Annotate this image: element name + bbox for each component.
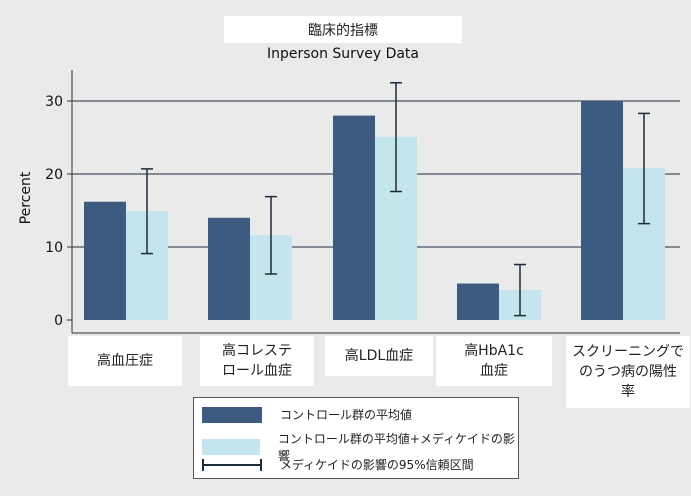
legend-item: メディケイドの影響の95%信頼区間 (202, 456, 474, 473)
legend-item: コントロール群の平均値 (202, 406, 412, 423)
bar-control (581, 101, 623, 320)
y-tick-label: 30 (45, 94, 63, 110)
category-label: 高LDL血症 (325, 336, 433, 376)
legend-label: コントロール群の平均値+メディケイドの影響 (277, 432, 515, 463)
legend-item: コントロール群の平均値+メディケイドの影響 (202, 430, 518, 464)
category-label: 高HbA1c 血症 (436, 336, 552, 386)
legend-label: メディケイドの影響の95%信頼区間 (280, 458, 474, 472)
y-tick-label: 10 (45, 240, 63, 256)
legend-label: コントロール群の平均値 (280, 408, 413, 422)
bar-control (457, 283, 499, 320)
legend-swatch-medicaid (202, 439, 260, 455)
legend-swatch-control (202, 406, 262, 423)
bar-control (208, 217, 250, 320)
chart-title: Inperson Survey Data (266, 46, 420, 62)
bar-control (84, 201, 126, 320)
y-tick-label: 0 (54, 313, 63, 329)
bar-control (333, 115, 375, 320)
category-label: スクリーニングで のうつ病の陽性 率 (566, 336, 690, 408)
y-tick-label: 20 (45, 167, 63, 183)
chart-subtitle: 臨床的指標 (224, 16, 462, 43)
category-label: 高血圧症 (68, 336, 182, 386)
legend: コントロール群の平均値 コントロール群の平均値+メディケイドの影響 メディケイド… (193, 397, 519, 479)
error-bar-icon (202, 458, 262, 471)
category-label: 高コレステ ロール血症 (200, 336, 314, 386)
